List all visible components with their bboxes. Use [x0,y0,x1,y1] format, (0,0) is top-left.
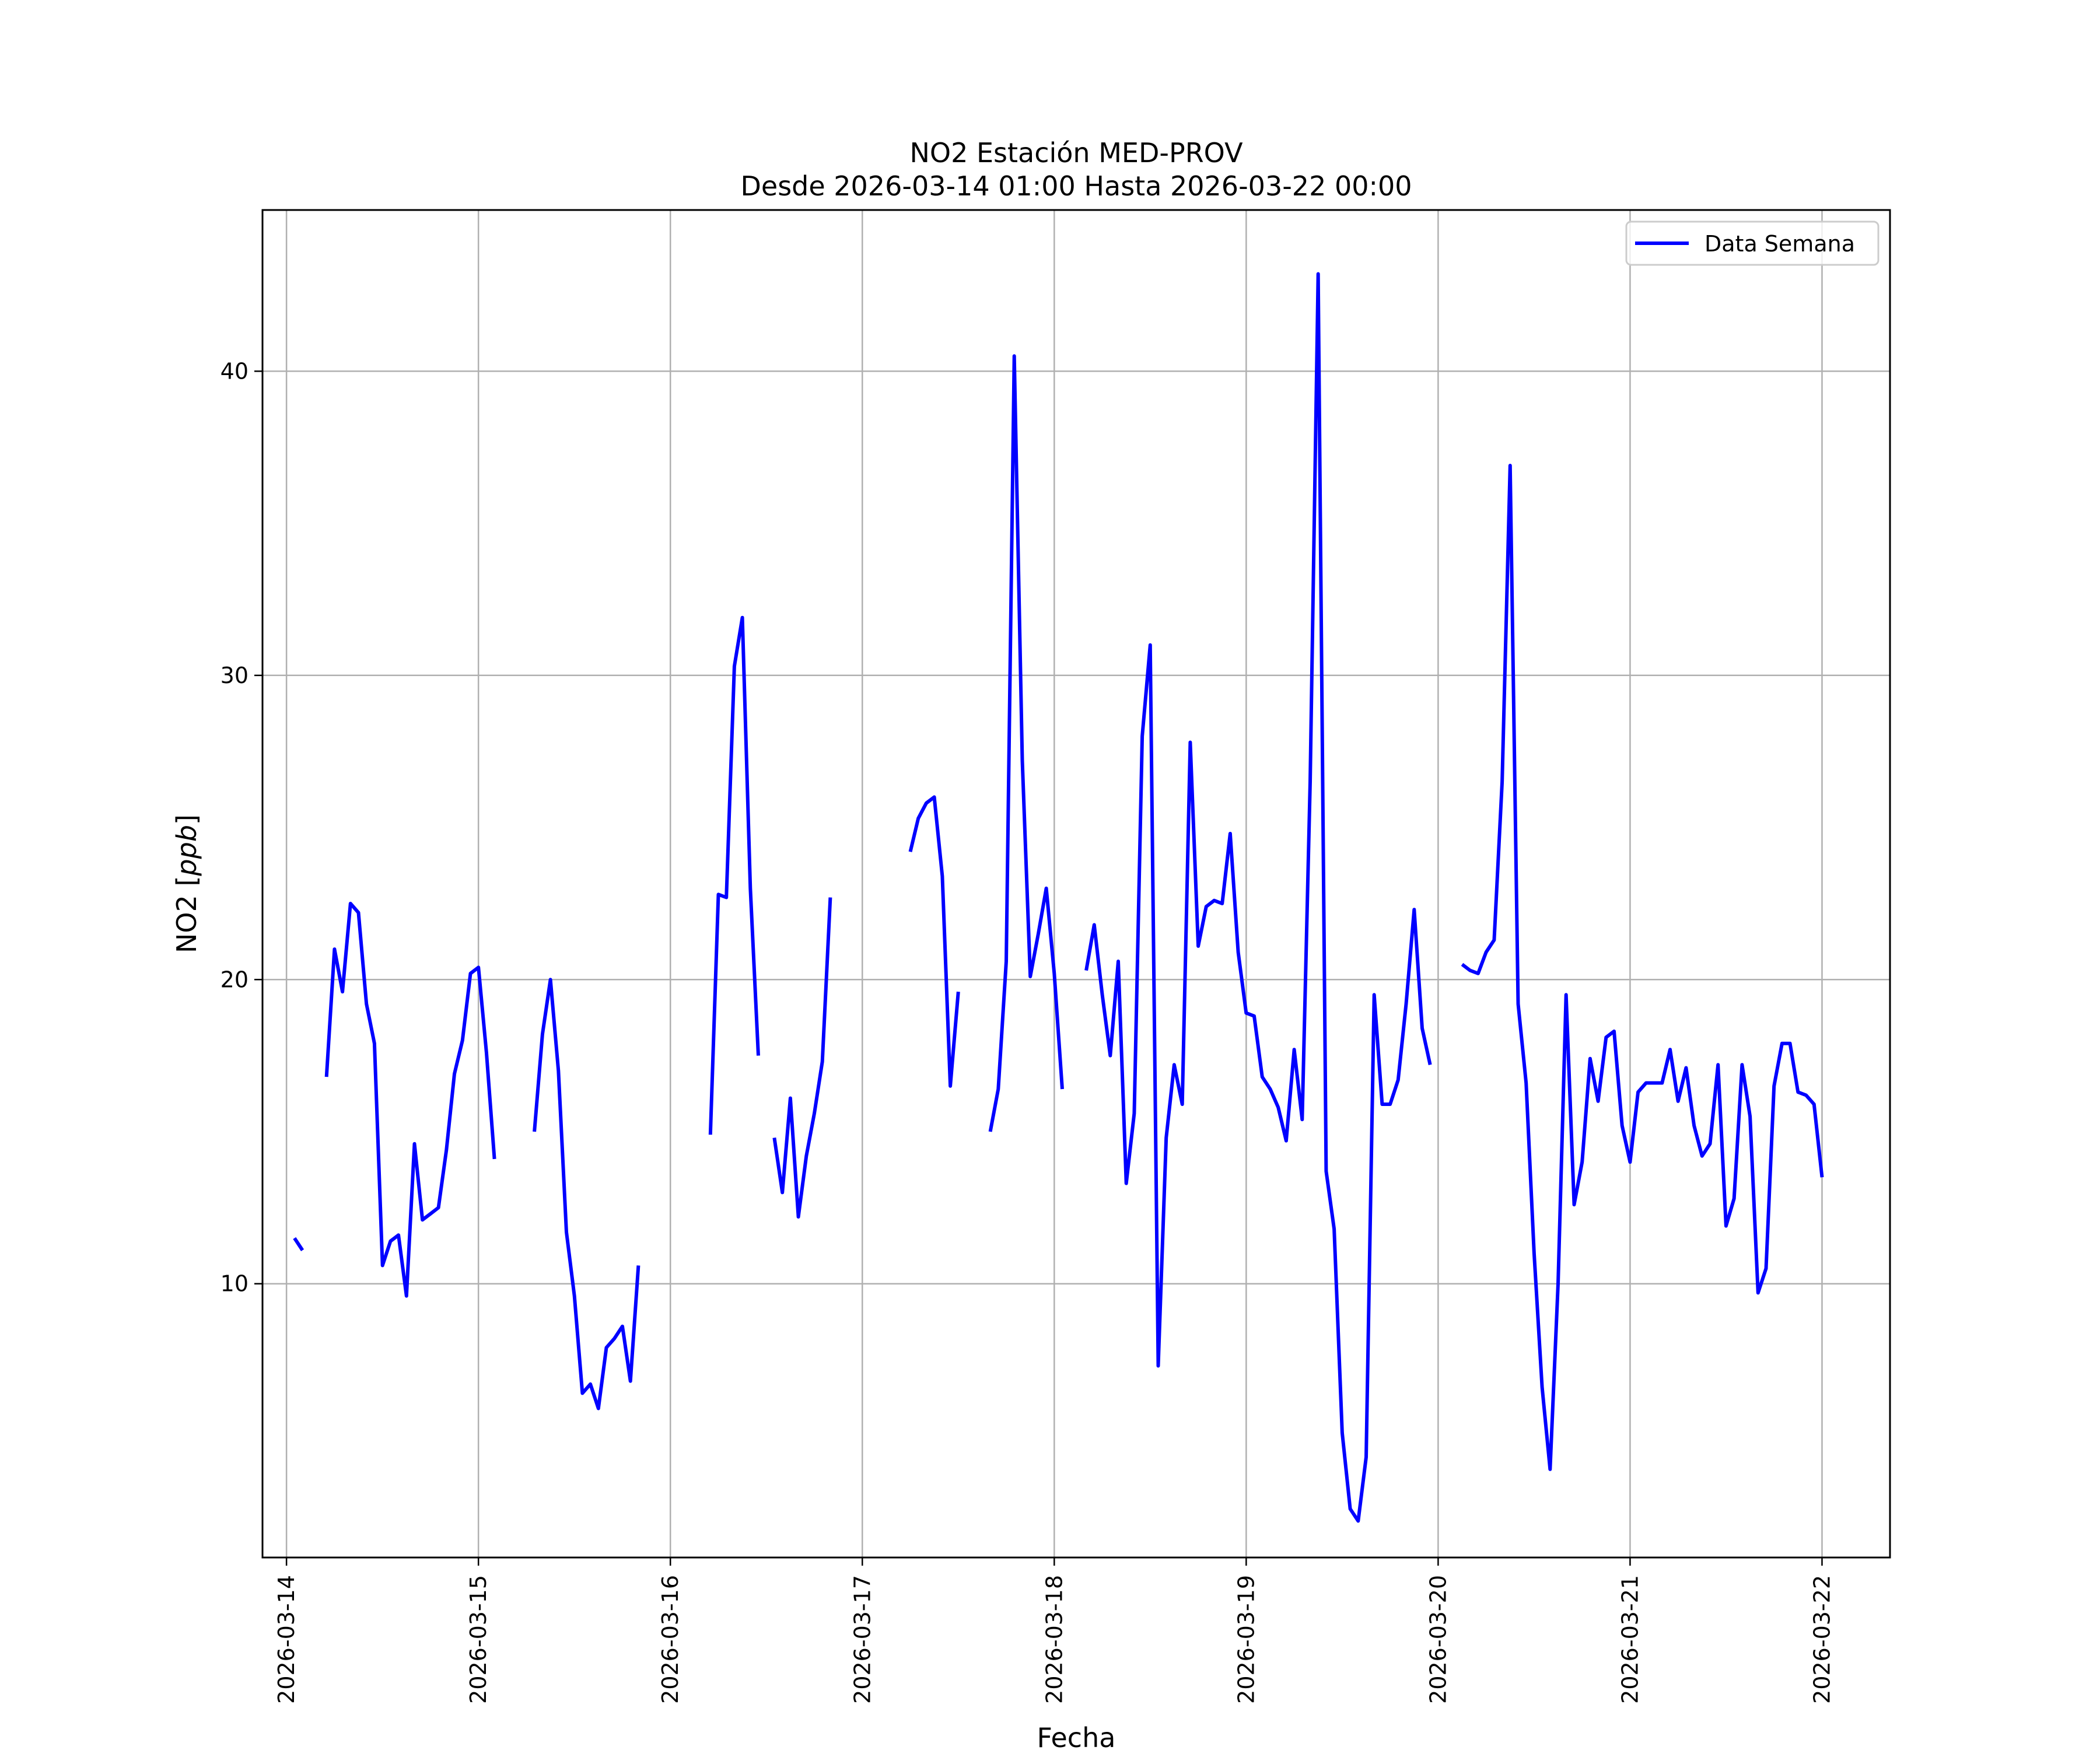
legend: Data Semana [1625,220,1880,266]
y-axis-label: NO2 [ppb] [171,814,202,953]
y-tick-label: 40 [220,358,249,384]
x-tick-label: 2026-03-21 [1617,1575,1643,1704]
x-tick-label: 2026-03-14 [274,1575,299,1704]
series-line-segment [1084,272,1432,1523]
x-tick-label: 2026-03-16 [657,1575,683,1704]
grid-lines [262,210,1890,1558]
series-line-segment [293,1237,304,1251]
y-tick-label: 30 [220,663,249,688]
x-axis-label: Fecha [1037,1722,1116,1750]
series-line-segment [708,615,760,1135]
axis-ticks: 2026-03-14 2026-03-15 2026-03-16 2026-03-17… [220,358,1835,1703]
data-series [293,272,1824,1523]
y-axis-label-text: NO2 [ [171,876,202,953]
y-tick-label: 10 [220,1271,249,1297]
x-tick-label: 2026-03-17 [849,1575,875,1704]
x-tick-label: 2026-03-19 [1233,1575,1259,1704]
plot-frame [261,209,1891,1559]
plot-area-background [262,210,1890,1558]
series-line-segment [533,978,640,1410]
x-tick-label: 2026-03-18 [1041,1575,1067,1704]
series-line-segment [772,897,832,1219]
x-tick-label: 2026-03-15 [466,1575,491,1704]
y-axis-label-close: ] [171,814,202,825]
x-tick-label: 2026-03-22 [1809,1575,1835,1704]
y-axis-label-unit: ppb [171,825,202,877]
x-tick-label: 2026-03-20 [1425,1575,1451,1704]
legend-series-name: Data Semana [1704,231,1855,257]
series-line-segment [988,354,1064,1132]
series-line-segment [1461,464,1824,1471]
chart-subtitle: Desde 2026-03-14 01:00 Hasta 2026-03-22 … [740,170,1412,202]
legend-box [1625,220,1880,266]
y-tick-label: 20 [220,967,249,992]
series-line-segment [908,795,960,1088]
series-line-segment [324,901,496,1298]
chart-title: NO2 Estación MED-PROV [909,137,1243,169]
